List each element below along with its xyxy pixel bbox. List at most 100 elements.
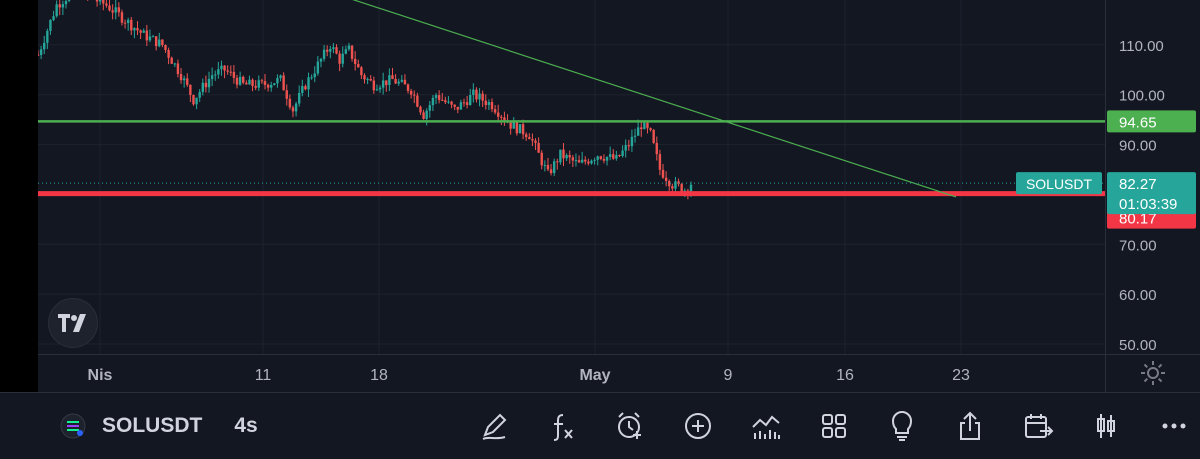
candle-body <box>388 75 391 86</box>
candle-body <box>518 124 522 134</box>
candle-body <box>437 95 441 100</box>
candle-body <box>378 87 382 90</box>
candle-body <box>596 156 599 160</box>
candle-body <box>540 152 543 166</box>
candle-body <box>599 156 603 159</box>
candle-body <box>251 79 254 86</box>
candle-body <box>534 140 537 143</box>
candle-body <box>409 90 413 95</box>
candle-body <box>503 117 506 121</box>
symbol-name[interactable]: SOLUSDT <box>102 414 203 437</box>
candle-body <box>301 86 304 93</box>
candle-body <box>658 154 662 170</box>
candle-body <box>552 161 556 174</box>
candle-body <box>459 102 463 110</box>
candle-body <box>385 80 388 86</box>
candle-body <box>472 89 475 96</box>
candle-body <box>344 49 348 54</box>
candle-body <box>148 36 152 41</box>
candle-body <box>497 112 500 117</box>
replay-button[interactable] <box>1004 393 1072 459</box>
candle-body <box>161 39 164 45</box>
plot-background <box>38 0 1105 354</box>
candle-body <box>357 64 360 68</box>
candle-body <box>49 19 52 31</box>
candle-body <box>372 80 376 91</box>
candle-body <box>664 177 668 182</box>
chart-area[interactable]: 110.00100.0090.0080.0070.0060.0050.00Nis… <box>38 0 1200 392</box>
candle-body <box>329 48 332 52</box>
x-tick-label: 11 <box>255 367 272 384</box>
share-button[interactable] <box>936 393 1004 459</box>
candle-body <box>350 45 354 59</box>
interval-selector[interactable]: 4s <box>234 414 258 437</box>
candle-body <box>652 130 655 143</box>
candle-body <box>39 49 43 55</box>
candle-body <box>556 161 559 163</box>
candle-body <box>291 107 295 112</box>
settings-gear-icon[interactable] <box>1140 360 1166 386</box>
candle-body <box>223 65 226 71</box>
candle-body <box>195 97 198 105</box>
candle-body <box>341 53 344 64</box>
chart-type-icon <box>1097 414 1115 438</box>
add-button[interactable] <box>664 393 732 459</box>
symbol-price-tag-label: SOLUSDT <box>1026 176 1093 192</box>
chart-type-button[interactable] <box>1072 393 1140 459</box>
symbol-selector[interactable]: SOLUSDT <box>60 413 202 439</box>
alert-button[interactable] <box>596 393 664 459</box>
candle-body <box>232 72 236 78</box>
candle-body <box>136 28 139 31</box>
candle-body <box>123 22 127 24</box>
tradingview-logo[interactable] <box>48 298 98 348</box>
candle-body <box>322 49 326 59</box>
candle-body <box>425 110 428 119</box>
y-tick-label: 110.00 <box>1119 38 1164 55</box>
candle-body <box>38 54 40 56</box>
candle-body <box>182 78 186 81</box>
candle-body <box>310 77 313 79</box>
candle-body <box>509 122 512 129</box>
price-chart[interactable]: 110.00100.0090.0080.0070.0060.0050.00Nis… <box>38 0 1200 392</box>
candle-countdown: 01:03:39 <box>1119 196 1177 213</box>
layouts-button[interactable] <box>800 393 868 459</box>
candle-body <box>226 70 229 72</box>
layouts-icon <box>822 414 846 438</box>
candle-body <box>189 84 192 96</box>
candle-body <box>207 78 211 88</box>
drawing-tools-button[interactable] <box>460 393 528 459</box>
candle-body <box>524 134 528 138</box>
x-tick-label: May <box>579 367 610 384</box>
compare-button[interactable] <box>732 393 800 459</box>
candle-body <box>680 184 683 193</box>
candle-body <box>313 73 316 78</box>
candle-body <box>612 154 615 159</box>
replay-icon <box>1025 414 1054 438</box>
candle-body <box>105 3 108 6</box>
candle-body <box>608 154 612 157</box>
y-tick-label: 100.00 <box>1119 88 1165 105</box>
indicators-button[interactable] <box>528 393 596 459</box>
candle-body <box>111 10 114 13</box>
candle-body <box>235 77 239 85</box>
candle-body <box>319 58 323 62</box>
candle-body <box>531 139 534 141</box>
candle-body <box>444 100 447 103</box>
candle-body <box>456 106 459 110</box>
candle-body <box>238 76 242 85</box>
candle-body <box>158 39 161 47</box>
level-price-tag-label: 80.17 <box>1119 211 1157 228</box>
candle-body <box>478 93 481 100</box>
candle-body <box>391 75 394 80</box>
candle-body <box>120 12 124 23</box>
candle-body <box>403 79 407 85</box>
candle-body <box>369 79 372 81</box>
more-button[interactable] <box>1140 393 1200 459</box>
candle-body <box>490 102 494 110</box>
x-tick-label: 9 <box>724 367 733 384</box>
ideas-button[interactable] <box>868 393 936 459</box>
candle-body <box>64 0 68 5</box>
candle-body <box>288 98 292 108</box>
candle-body <box>366 79 369 81</box>
candle-body <box>98 0 102 2</box>
